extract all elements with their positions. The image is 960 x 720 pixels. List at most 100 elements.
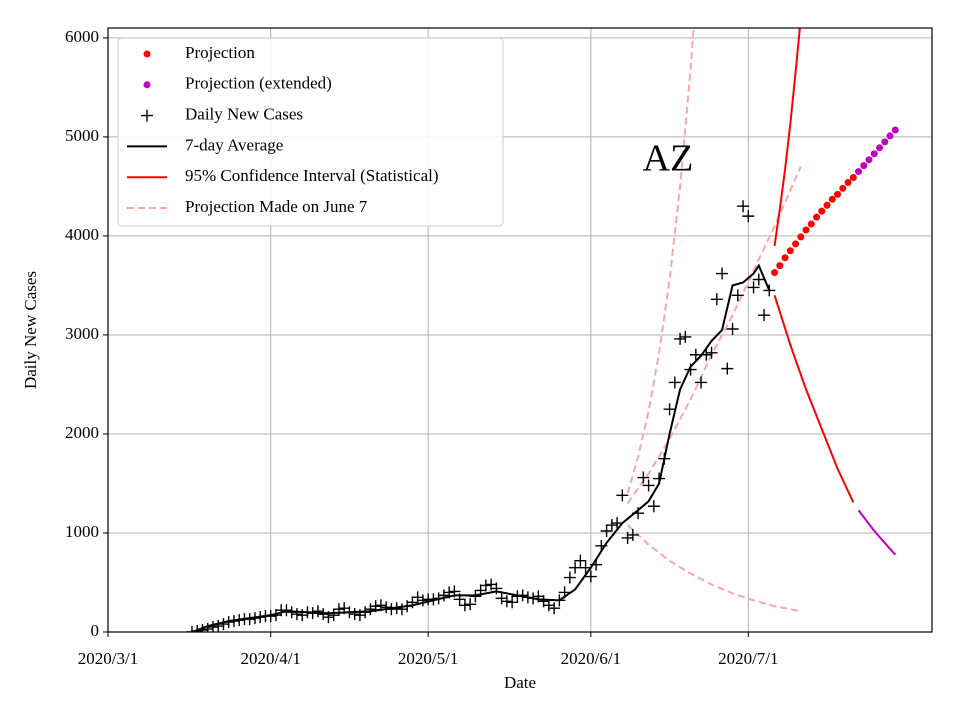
projection-dot <box>813 213 821 221</box>
case-marker <box>191 625 204 632</box>
case-marker <box>558 586 571 599</box>
case-marker <box>632 507 645 520</box>
projection-dot <box>839 184 847 192</box>
case-marker <box>479 579 492 592</box>
case-marker <box>222 616 235 629</box>
case-marker <box>721 362 734 375</box>
case-marker <box>464 598 477 611</box>
projection-dot <box>792 240 800 248</box>
projection-dot <box>807 220 815 228</box>
case-marker <box>380 601 393 614</box>
case-marker <box>647 500 660 513</box>
case-marker <box>285 606 298 619</box>
x-tick-label: 2020/5/1 <box>398 649 458 668</box>
case-marker <box>227 615 240 628</box>
case-marker <box>306 607 319 620</box>
case-marker <box>731 289 744 302</box>
case-marker <box>317 608 330 621</box>
projection-dot <box>818 207 826 215</box>
y-axis-label: Daily New Cases <box>21 271 40 389</box>
case-marker <box>579 561 592 574</box>
case-marker <box>495 592 508 605</box>
case-marker <box>443 586 456 599</box>
case-marker <box>500 595 513 608</box>
case-marker <box>742 210 755 223</box>
case-marker <box>726 323 739 336</box>
case-marker <box>385 603 398 616</box>
case-marker <box>605 519 618 532</box>
case-marker <box>658 452 671 465</box>
case-marker <box>296 609 309 622</box>
legend-label: Projection (extended) <box>185 74 332 93</box>
case-marker <box>600 525 613 538</box>
case-marker <box>705 346 718 359</box>
case-marker <box>758 309 771 322</box>
case-marker <box>453 593 466 606</box>
line <box>626 524 801 613</box>
ticks: 0 1000 2000 3000 4000 5000 6000 2020/3/1 2020/4/… <box>65 27 779 668</box>
case-marker <box>206 621 219 632</box>
case-marker <box>527 592 540 605</box>
annotation: AZ <box>643 138 694 180</box>
legend-label: Projection <box>185 43 255 62</box>
case-marker <box>700 348 713 361</box>
case-marker <box>569 561 582 574</box>
projection-dot <box>876 144 884 152</box>
y-tick-label: 6000 <box>65 27 99 46</box>
case-marker <box>511 590 524 603</box>
case-marker <box>243 613 256 626</box>
projection-dot <box>797 233 805 241</box>
case-marker <box>201 623 214 632</box>
y-tick-label: 0 <box>91 621 100 640</box>
case-marker <box>590 558 603 571</box>
case-marker <box>689 348 702 361</box>
case-marker <box>290 608 303 621</box>
case-marker <box>217 618 230 631</box>
projection-dot <box>855 168 863 176</box>
case-marker <box>432 592 445 605</box>
projection-dot <box>881 138 889 146</box>
x-tick-label: 2020/7/1 <box>718 649 778 668</box>
axes-frame <box>107 27 933 633</box>
projection-dot <box>865 156 873 164</box>
projection-dot <box>781 254 789 262</box>
case-marker <box>563 571 576 584</box>
case-marker <box>521 591 534 604</box>
projection-dot <box>771 269 779 277</box>
x-tick-label: 2020/6/1 <box>561 649 621 668</box>
case-marker <box>616 489 629 502</box>
case-marker <box>322 611 335 624</box>
case-marker <box>369 600 382 613</box>
projection-dot <box>886 132 894 140</box>
case-marker <box>374 599 387 612</box>
case-marker <box>548 602 561 615</box>
case-marker <box>490 582 503 595</box>
case-marker <box>611 517 624 530</box>
case-marker <box>359 606 372 619</box>
legend-label: Daily New Cases <box>185 105 303 124</box>
projection-dot <box>870 150 878 158</box>
case-marker <box>254 611 267 624</box>
case-marker <box>542 599 555 612</box>
case-marker <box>642 479 655 492</box>
x-axis-label: Date <box>504 673 536 692</box>
case-marker <box>269 609 282 622</box>
case-marker <box>674 332 687 345</box>
projection-dot <box>844 178 852 186</box>
projection-dot <box>849 174 857 182</box>
plot-area <box>185 28 899 632</box>
y-tick-label: 4000 <box>65 225 99 244</box>
case-marker <box>532 590 545 603</box>
case-marker <box>716 267 729 280</box>
legend-label: 7-day Average <box>185 135 283 154</box>
line <box>857 509 897 556</box>
projection-dot <box>891 126 899 134</box>
case-marker <box>595 539 608 552</box>
case-marker <box>327 609 340 622</box>
projection-dot <box>786 247 794 255</box>
case-marker <box>437 589 450 602</box>
legend-marker <box>143 50 151 58</box>
case-marker <box>574 554 587 567</box>
legend-box <box>117 37 504 227</box>
